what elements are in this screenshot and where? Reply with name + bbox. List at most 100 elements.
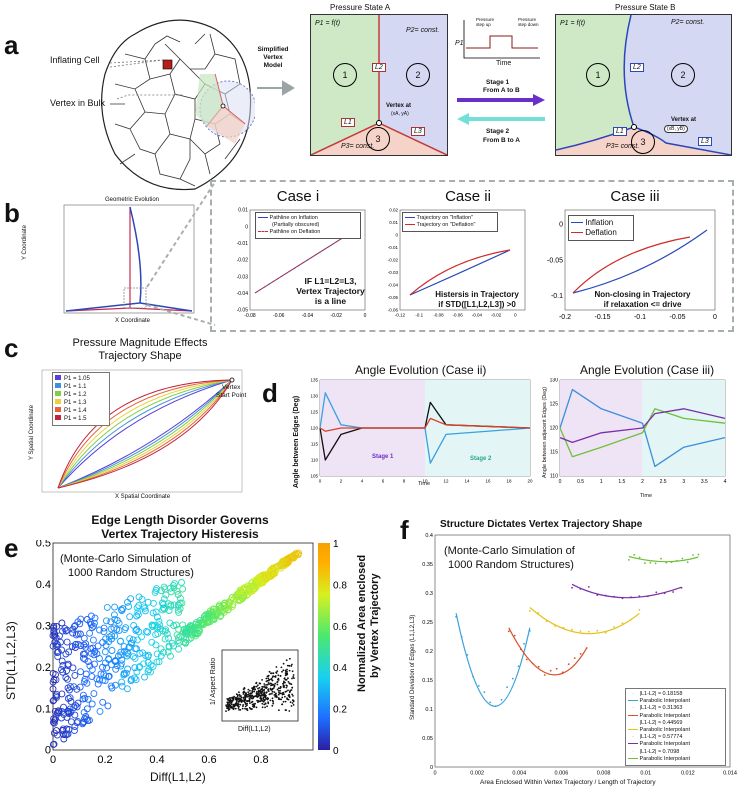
f-legend-item: Parabolic Interpolant	[628, 713, 723, 720]
y-tick-label: -0.03	[388, 270, 399, 275]
y-tick-label: -0.06	[388, 308, 399, 313]
e-inset-point	[264, 706, 266, 709]
e-scatter-point	[52, 671, 59, 679]
e-inset-point	[253, 706, 255, 708]
e-inset-point	[235, 699, 238, 702]
f-scatter-point	[692, 554, 694, 556]
e-inset-point	[251, 687, 254, 690]
e-scatter-point	[72, 631, 80, 639]
e-scatter-point	[50, 626, 58, 634]
x-tick-label: 14	[464, 479, 470, 484]
y-tick-label: -0.1	[551, 293, 563, 300]
y-tick-label: 0	[395, 233, 398, 238]
e-scatter-point	[163, 630, 171, 638]
e-scatter-point	[61, 625, 69, 633]
c-legend-swatch	[55, 391, 61, 396]
cbar-tick-label: 0.6	[333, 622, 347, 633]
f-scatter-point	[545, 620, 548, 623]
e-inset-point	[288, 664, 291, 667]
e-inset-point	[270, 684, 272, 687]
time-label: Time	[496, 60, 512, 67]
case3-note: Non-closing in Trajectory if relaxation …	[580, 290, 705, 310]
e-scatter-point	[58, 619, 66, 627]
y-tick-label: 0.1	[36, 703, 51, 715]
e-scatter-point	[103, 603, 111, 611]
e-scatter-point	[117, 606, 125, 614]
e-scatter-point	[70, 704, 78, 712]
e-scatter-point	[81, 655, 89, 663]
e-inset-point	[293, 677, 295, 679]
callout-lines	[109, 59, 183, 100]
e-inset-point	[289, 657, 291, 660]
e-inset-point	[234, 707, 237, 710]
c-legend-label: P1 = 1.5	[64, 416, 87, 422]
geo-x-label: X Coordinate	[115, 318, 151, 324]
e-scatter-point	[149, 662, 157, 670]
e-inset-point	[255, 685, 258, 688]
e-inset-point	[284, 709, 287, 711]
f-scatter-point	[511, 677, 514, 680]
e-scatter-point	[51, 630, 59, 638]
d-chart-ii: 0 2 4 6 8 10 12 14 16 18 20 105 110 115 120 125 130 135	[310, 378, 533, 484]
e-inset-point	[270, 677, 273, 680]
e-scatter-point	[93, 650, 101, 658]
e-inset-point	[290, 705, 293, 707]
e-inset-point	[276, 683, 279, 686]
y-tick-label: 135	[310, 378, 318, 383]
f-scatter-point	[579, 588, 582, 590]
e-inset	[221, 649, 299, 722]
y-tick-label: 0.1	[425, 707, 433, 713]
e-scatter-point	[118, 656, 126, 664]
f-scatter-point	[543, 674, 546, 676]
e-inset-point	[279, 689, 281, 692]
e-scatter-point	[111, 615, 119, 623]
e-scatter-point	[140, 660, 148, 668]
e-inset-point	[287, 677, 289, 680]
e-scatter-point	[176, 594, 184, 602]
e-scatter-point	[74, 618, 82, 626]
e-scatter-point	[126, 635, 134, 643]
e-inset-point	[284, 690, 287, 693]
e-scatter-point	[144, 628, 152, 636]
f-scatter-point	[655, 591, 658, 594]
p1-axis-label: P1	[455, 40, 464, 47]
e-scatter-point	[155, 658, 163, 666]
e-inset-point	[292, 674, 295, 676]
e-inset-point	[280, 698, 283, 701]
d-title-iii: Angle Evolution (Case iii)	[580, 363, 715, 377]
e-scatter-point	[66, 686, 73, 694]
e-inset-point	[259, 690, 262, 693]
x-tick-label: 0.004	[512, 771, 526, 777]
e-inset-point	[269, 682, 272, 685]
e-inset-point	[281, 670, 283, 673]
case3-legend-1: Inflation	[585, 218, 614, 227]
f-legend-item: · |L1-L2| ≈ 0.18158	[628, 691, 723, 698]
e-scatter-point	[65, 648, 73, 656]
e-scatter-point	[131, 654, 139, 662]
e-inset-point	[237, 698, 239, 700]
c-legend-item: P1 = 1.05	[55, 375, 107, 383]
f-scatter-point	[562, 626, 565, 629]
e-scatter-point	[87, 649, 95, 657]
e-inset-point	[285, 659, 288, 662]
stage1-label: Stage 1	[486, 79, 510, 86]
x-tick-label: 6	[382, 479, 385, 484]
e-scatter-point	[76, 630, 84, 638]
f-parabola	[455, 613, 531, 707]
e-inset-point	[286, 664, 289, 667]
y-tick-label: 0.3	[425, 591, 433, 597]
state-a-p1: P1 = f(t)	[315, 20, 341, 27]
inflating-cell-label: Inflating Cell	[50, 55, 100, 65]
e-scatter-point	[231, 593, 239, 601]
e-scatter-point	[53, 694, 60, 702]
x-tick-label: 0	[433, 771, 436, 777]
f-scatter-point	[528, 629, 531, 632]
e-cbar-label-2: by Vertex Trajectory	[369, 573, 381, 678]
d-series-line	[559, 408, 726, 458]
e-scatter-point	[102, 617, 110, 625]
e-inset-point	[272, 672, 275, 675]
e-inset-point	[259, 682, 262, 685]
f-legend-item: · |L1-L2| ≈ 0.7098	[628, 749, 723, 756]
x-tick-label: 0	[559, 479, 562, 485]
f-scatter-point	[528, 610, 531, 612]
